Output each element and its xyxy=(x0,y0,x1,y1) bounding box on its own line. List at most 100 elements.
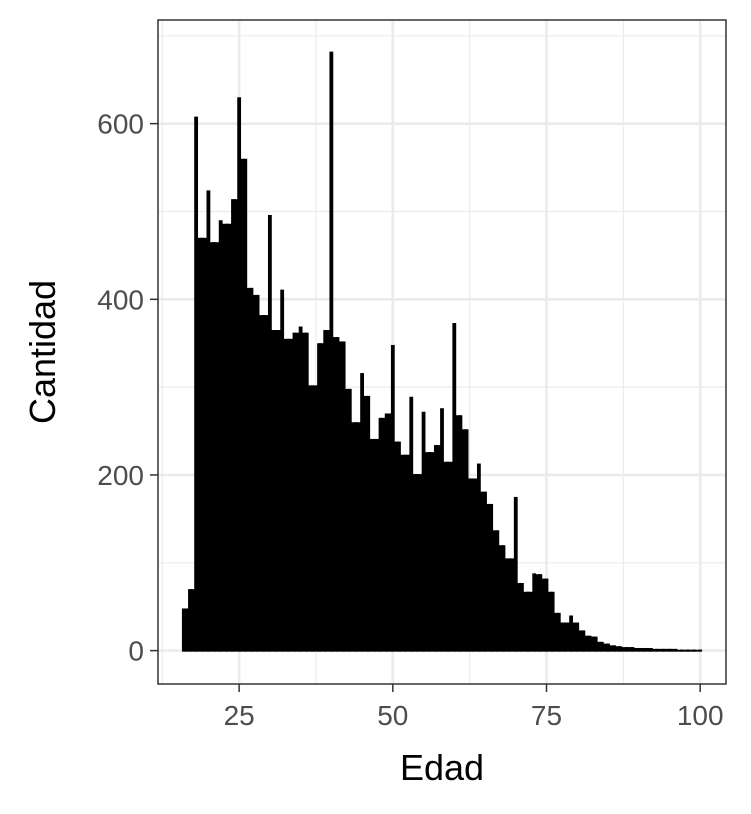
bar-gap-fill xyxy=(601,643,608,652)
bar-gap-fill xyxy=(429,452,436,652)
bar-gap-fill xyxy=(583,635,590,652)
bar xyxy=(298,326,303,652)
bar-gap-fill xyxy=(325,330,332,652)
bar-gap-fill xyxy=(276,330,283,652)
bar-gap-fill xyxy=(564,622,572,652)
bar-gap-fill xyxy=(694,649,701,652)
bar-gap-fill xyxy=(349,422,356,652)
y-axis: 0 200 400 600 xyxy=(97,109,158,667)
bar-gap-fill xyxy=(620,647,627,652)
bar-gap-fill xyxy=(497,545,504,652)
bar-gap-fill xyxy=(442,461,449,652)
bar-gap-fill xyxy=(300,332,307,652)
bar-gap-fill xyxy=(226,223,233,652)
x-tick-label: 75 xyxy=(531,700,562,731)
bar-gap-fill xyxy=(521,591,529,652)
bars-group xyxy=(181,51,703,652)
bar xyxy=(384,413,389,652)
bar-gap-fill xyxy=(663,648,670,652)
bar-gap-fill xyxy=(245,287,252,652)
bar-gap-fill xyxy=(503,558,510,652)
bar-gap-fill xyxy=(331,337,338,652)
bar-gap-fill xyxy=(374,438,381,652)
bar-gap-fill xyxy=(380,417,387,652)
bar xyxy=(409,396,414,652)
bar-gap-fill xyxy=(368,438,375,652)
bar-gap-fill xyxy=(423,452,430,652)
bar-gap-fill xyxy=(448,461,455,652)
bar-gap-fill xyxy=(485,503,492,652)
bar-gap-fill xyxy=(269,330,277,652)
panel-border xyxy=(157,19,727,685)
bar-gap-fill xyxy=(282,338,289,652)
bar-gap-fill xyxy=(589,636,596,652)
bar-gap-fill xyxy=(189,589,197,652)
bar-gap-fill xyxy=(337,341,344,652)
bar xyxy=(483,491,487,652)
bar-gap-fill xyxy=(472,478,479,652)
bar-gap-fill xyxy=(607,645,615,652)
bar-gap-fill xyxy=(312,385,320,652)
bar-gap-fill xyxy=(577,630,584,652)
bar xyxy=(372,438,377,652)
bar-gap-fill xyxy=(405,454,412,652)
bar-gap-fill xyxy=(571,622,578,652)
bar-gap-fill xyxy=(595,641,602,652)
bar xyxy=(513,496,518,652)
bar-gap-fill xyxy=(552,612,559,652)
bar-gap-fill xyxy=(638,647,645,652)
bar xyxy=(360,373,364,652)
bar-gap-fill xyxy=(454,415,461,652)
bar xyxy=(446,461,451,652)
bar-gap-fill xyxy=(263,315,270,652)
bar-gap-fill xyxy=(392,441,399,652)
minor-gridlines xyxy=(158,20,726,684)
bar-gap-fill xyxy=(509,558,516,652)
bar-gap-fill xyxy=(220,223,227,652)
bar-gap-fill xyxy=(208,242,215,652)
bar-gap-fill xyxy=(214,242,221,652)
bar-gap-fill xyxy=(466,478,473,652)
bar-gap-fill xyxy=(687,649,695,652)
bar-gap-fill xyxy=(657,648,664,652)
bar-gap-fill xyxy=(626,647,633,652)
x-tick-label: 100 xyxy=(677,700,724,731)
bar-gap-fill xyxy=(306,385,313,652)
bar xyxy=(433,445,438,652)
bar-gap-fill xyxy=(491,530,498,652)
y-tick-label: 400 xyxy=(97,284,144,315)
bar xyxy=(458,415,463,652)
bar-gap-fill xyxy=(632,647,639,652)
bar xyxy=(335,337,340,652)
bar-gap-fill xyxy=(515,582,522,652)
bar-gap-fill xyxy=(460,429,467,652)
bar xyxy=(286,338,291,652)
bar-gap-fill xyxy=(355,422,363,652)
bar-gap-fill xyxy=(257,315,264,652)
bar-gap-fill xyxy=(435,445,442,652)
bar-gap-fill xyxy=(202,237,209,652)
y-axis-title: Cantidad xyxy=(22,280,63,424)
bar-gap-fill xyxy=(411,474,418,652)
bar-gap-fill xyxy=(362,395,369,652)
bar-gap-fill xyxy=(675,649,682,652)
x-axis: 25 50 75 100 xyxy=(224,684,724,731)
x-tick-label: 25 xyxy=(224,700,255,731)
bar xyxy=(311,385,315,652)
bar-gap-fill xyxy=(183,608,190,652)
bar xyxy=(397,441,401,652)
bar-gap-fill xyxy=(558,622,565,652)
bar-gap-fill xyxy=(294,332,301,652)
bar-gap-fill xyxy=(251,294,258,652)
bar-gap-fill xyxy=(398,454,406,652)
bar-gap-fill xyxy=(232,199,240,652)
bar-gap-fill xyxy=(540,578,547,652)
bar-gap-fill xyxy=(478,491,486,652)
bar xyxy=(495,530,500,652)
bar xyxy=(507,558,512,652)
bar xyxy=(470,478,475,652)
bar-gap-fill xyxy=(343,388,350,652)
bar xyxy=(323,330,328,652)
